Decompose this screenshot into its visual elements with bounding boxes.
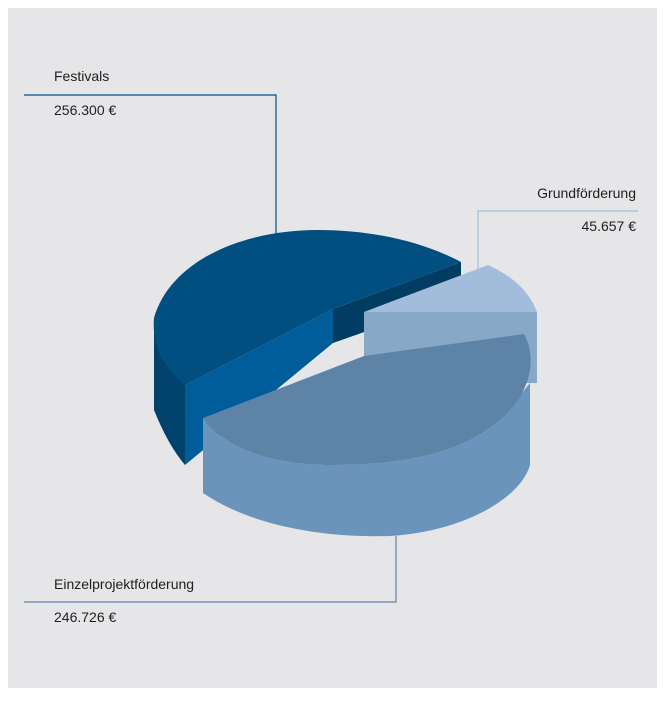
slice-einzelprojektfoerderung-side (203, 383, 530, 537)
slice-grundfoerderung-top (364, 265, 537, 312)
label-einzelprojektfoerderung-value: 246.726 € (54, 609, 117, 625)
leader-line-einzelprojektfoerderung (24, 536, 397, 603)
slice-einzelprojektfoerderung (203, 334, 531, 537)
label-grundfoerderung-value: 45.657 € (581, 218, 637, 234)
chart-panel (8, 8, 657, 688)
label-festivals-name: Festivals (54, 68, 110, 84)
leader-line-festivals (24, 94, 277, 237)
label-grundfoerderung-name: Grundförderung (537, 185, 636, 201)
label-einzelprojektfoerderung-name: Einzelprojektförderung (54, 576, 195, 592)
leader-line-grundfoerderung (477, 210, 638, 272)
label-festivals-value: 256.300 € (54, 102, 117, 118)
slice-einzelprojektfoerderung-top (203, 334, 531, 465)
slice-festivals-top (153, 230, 461, 385)
